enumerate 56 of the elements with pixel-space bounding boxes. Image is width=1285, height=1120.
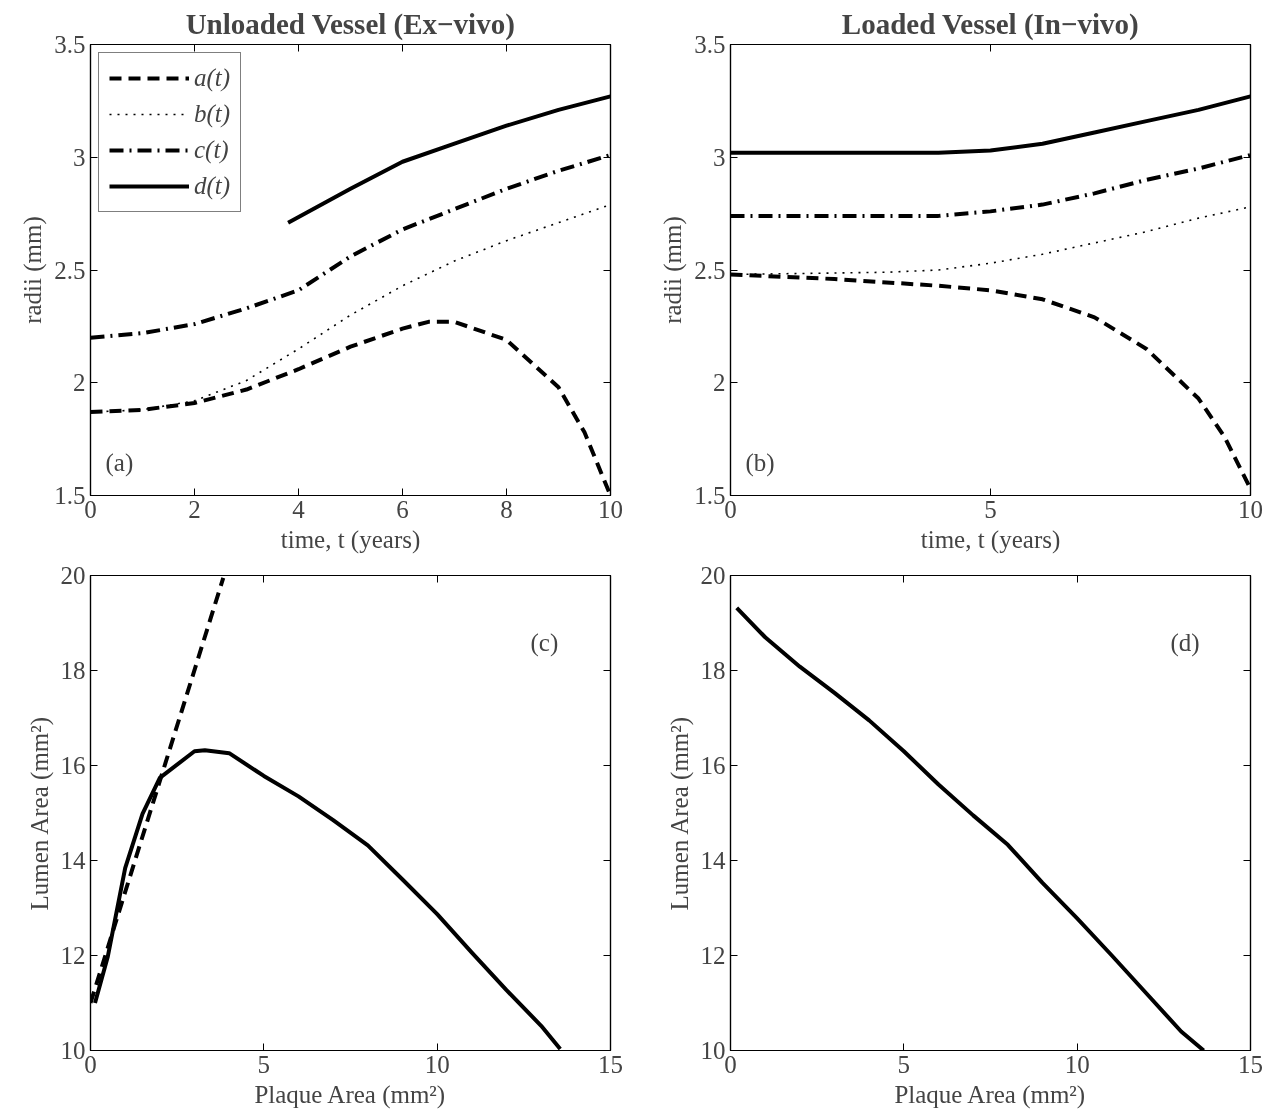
y-tick-label: 16 xyxy=(700,752,726,779)
y-tick-label: 2 xyxy=(713,369,726,397)
x-tick-label: 0 xyxy=(724,1050,737,1078)
legend-label: c(t) xyxy=(194,136,229,164)
x-tick-label: 8 xyxy=(500,495,513,523)
x-tick-label: 2 xyxy=(188,495,201,523)
x-axis-title: Plaque Area (mm²) xyxy=(254,1080,446,1109)
x-tick-label: 5 xyxy=(984,495,997,523)
x-tick-label: 10 xyxy=(598,495,623,523)
y-tick-label: 2.5 xyxy=(694,256,726,284)
y-tick-label: 2.5 xyxy=(54,256,86,284)
x-tick-label: 10 xyxy=(1064,1050,1090,1078)
annotation: (c) xyxy=(530,628,559,657)
y-tick-label: 14 xyxy=(700,847,726,874)
legend-label: d(t) xyxy=(194,172,231,200)
y-tick-label: 20 xyxy=(60,562,86,589)
y-axis-title: radii (mm) xyxy=(659,216,688,324)
x-tick-label: 5 xyxy=(897,1050,911,1078)
chart-title: Loaded Vessel (In−vivo) xyxy=(841,7,1139,41)
legend-label: b(t) xyxy=(194,100,231,128)
y-axis-title: Lumen Area (mm²) xyxy=(25,716,54,911)
y-tick-label: 1.5 xyxy=(54,482,86,509)
x-tick-label: 0 xyxy=(724,495,737,523)
x-tick-label: 0 xyxy=(84,1050,97,1078)
x-tick-label: 5 xyxy=(257,1050,271,1078)
y-tick-label: 18 xyxy=(60,657,86,684)
y-axis-title: Lumen Area (mm²) xyxy=(665,716,694,911)
legend-label: a(t) xyxy=(194,64,231,92)
annotation: (b) xyxy=(745,448,775,477)
y-tick-label: 3.5 xyxy=(694,31,726,58)
x-tick-label: 0 xyxy=(84,495,97,523)
y-tick-label: 18 xyxy=(700,657,726,684)
x-axis-title: time, t (years) xyxy=(280,525,421,554)
x-tick-label: 4 xyxy=(292,495,306,523)
x-tick-label: 10 xyxy=(1238,495,1263,523)
y-tick-label: 3 xyxy=(73,143,86,171)
y-tick-label: 12 xyxy=(60,942,86,969)
x-tick-label: 6 xyxy=(396,495,409,523)
y-tick-label: 2 xyxy=(73,369,86,397)
chart-title: Unloaded Vessel (Ex−vivo) xyxy=(185,7,515,41)
y-tick-label: 12 xyxy=(700,942,726,969)
x-axis-title: time, t (years) xyxy=(920,525,1061,554)
y-tick-label: 3 xyxy=(713,143,726,171)
y-axis-title: radii (mm) xyxy=(19,216,48,324)
x-axis-title: Plaque Area (mm²) xyxy=(894,1080,1086,1109)
line-series xyxy=(734,605,1206,1051)
y-tick-label: 14 xyxy=(60,847,86,874)
x-tick-label: 15 xyxy=(1238,1050,1263,1078)
y-tick-label: 3.5 xyxy=(54,31,86,58)
x-tick-label: 10 xyxy=(424,1050,450,1078)
y-tick-label: 16 xyxy=(60,752,86,779)
y-tick-label: 20 xyxy=(700,562,726,589)
y-tick-label: 1.5 xyxy=(694,482,726,509)
annotation: (d) xyxy=(1170,628,1200,657)
x-tick-label: 15 xyxy=(598,1050,623,1078)
annotation: (a) xyxy=(105,448,134,477)
